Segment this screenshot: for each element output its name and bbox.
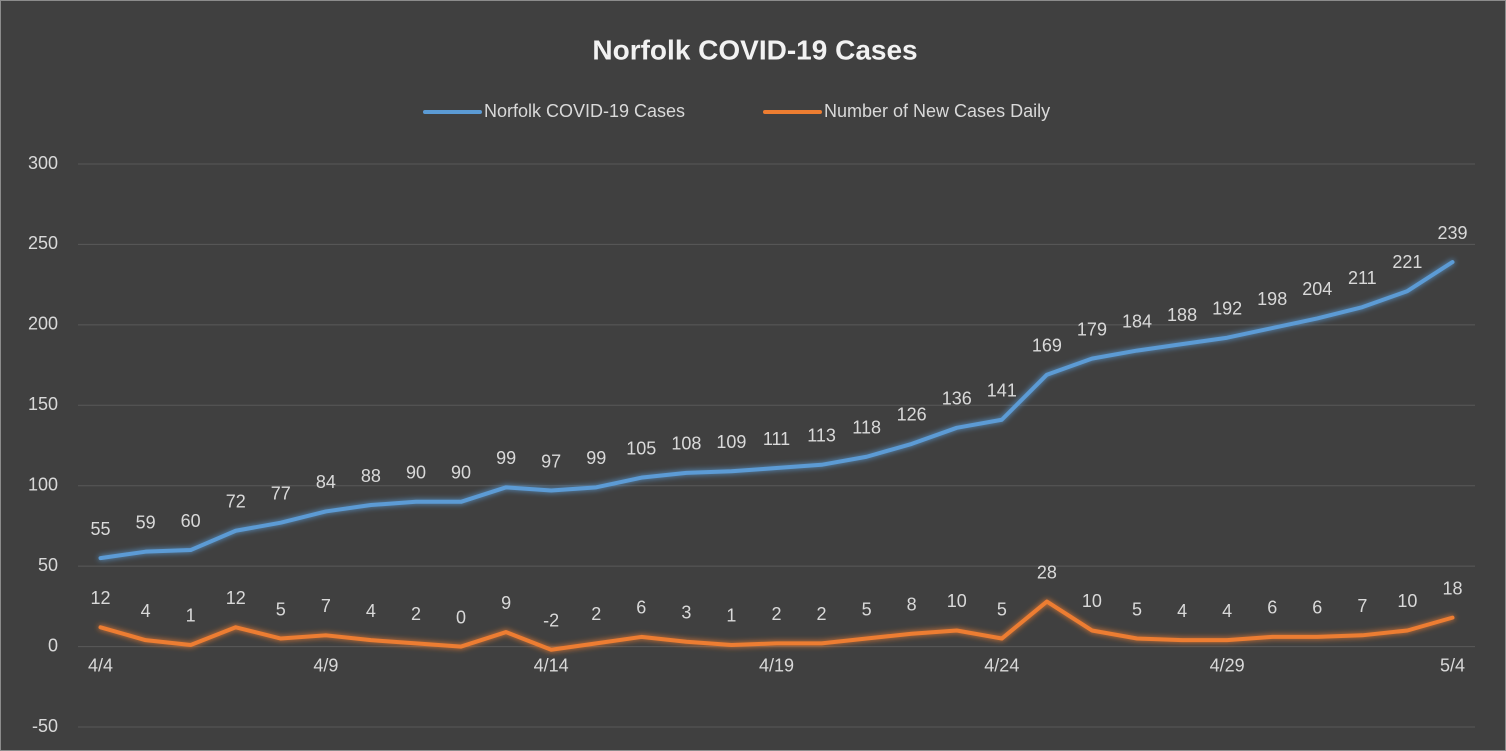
data-label: 2 bbox=[771, 604, 781, 624]
data-label: 109 bbox=[716, 432, 746, 452]
data-label: 59 bbox=[136, 512, 156, 532]
data-label: 1 bbox=[186, 606, 196, 626]
data-label: 72 bbox=[226, 492, 246, 512]
x-tick-label: 4/14 bbox=[534, 655, 569, 675]
data-label: 10 bbox=[1082, 591, 1102, 611]
data-label: 179 bbox=[1077, 319, 1107, 339]
data-label: 28 bbox=[1037, 562, 1057, 582]
data-label: 169 bbox=[1032, 335, 1062, 355]
data-label: 2 bbox=[591, 604, 601, 624]
data-label: -2 bbox=[543, 611, 559, 631]
series-line bbox=[98, 260, 1455, 561]
x-tick-label: 5/4 bbox=[1440, 655, 1465, 675]
data-label: 99 bbox=[496, 448, 516, 468]
data-label: 221 bbox=[1392, 252, 1422, 272]
data-label: 111 bbox=[763, 429, 790, 449]
data-label: 6 bbox=[636, 598, 646, 618]
data-label: 55 bbox=[91, 519, 111, 539]
data-label: 10 bbox=[947, 591, 967, 611]
x-tick-label: 4/4 bbox=[88, 655, 113, 675]
data-label: 4 bbox=[1222, 601, 1232, 621]
data-label: 97 bbox=[541, 451, 561, 471]
data-label: 6 bbox=[1267, 598, 1277, 618]
data-label: 188 bbox=[1167, 305, 1197, 325]
data-label: 5 bbox=[276, 599, 286, 619]
data-label: 10 bbox=[1397, 591, 1417, 611]
data-label: 113 bbox=[807, 426, 836, 446]
data-label: 1 bbox=[726, 606, 736, 626]
data-label: 90 bbox=[406, 463, 426, 483]
data-label: 211 bbox=[1348, 268, 1377, 288]
y-tick-label: 150 bbox=[28, 394, 58, 414]
data-label: 99 bbox=[586, 448, 606, 468]
data-label: 5 bbox=[1132, 599, 1142, 619]
legend-label: Norfolk COVID-19 Cases bbox=[484, 101, 685, 121]
data-label: 0 bbox=[456, 607, 466, 627]
chart-title: Norfolk COVID-19 Cases bbox=[592, 34, 917, 65]
data-label: 108 bbox=[671, 434, 701, 454]
data-label: 5 bbox=[997, 599, 1007, 619]
x-tick-label: 4/19 bbox=[759, 655, 794, 675]
data-label: 2 bbox=[817, 604, 827, 624]
x-tick-label: 4/24 bbox=[984, 655, 1019, 675]
series-line bbox=[98, 599, 1455, 652]
x-tick-label: 4/29 bbox=[1210, 655, 1245, 675]
data-label: 9 bbox=[501, 593, 511, 613]
data-label: 3 bbox=[681, 602, 691, 622]
data-label: 239 bbox=[1437, 223, 1467, 243]
data-label: 4 bbox=[366, 601, 376, 621]
data-label: 12 bbox=[226, 588, 246, 608]
data-label: 77 bbox=[271, 483, 291, 503]
y-tick-label: 0 bbox=[48, 635, 58, 655]
data-label: 4 bbox=[141, 601, 151, 621]
data-label: 192 bbox=[1212, 298, 1242, 318]
data-label: 4 bbox=[1177, 601, 1187, 621]
data-label: 184 bbox=[1122, 311, 1152, 331]
data-label: 7 bbox=[321, 596, 331, 616]
data-label: 198 bbox=[1257, 289, 1287, 309]
y-tick-label: -50 bbox=[32, 716, 58, 736]
y-tick-label: 200 bbox=[28, 314, 58, 334]
data-label: 84 bbox=[316, 472, 336, 492]
y-tick-label: 250 bbox=[28, 233, 58, 253]
y-tick-label: 50 bbox=[38, 555, 58, 575]
data-label: 7 bbox=[1357, 596, 1367, 616]
data-label: 88 bbox=[361, 466, 381, 486]
data-label: 18 bbox=[1442, 578, 1462, 598]
y-tick-label: 300 bbox=[28, 153, 58, 173]
data-label: 136 bbox=[942, 389, 972, 409]
legend-label: Number of New Cases Daily bbox=[824, 101, 1050, 121]
data-label: 204 bbox=[1302, 279, 1332, 299]
data-label: 2 bbox=[411, 604, 421, 624]
data-label: 118 bbox=[852, 418, 881, 438]
data-label: 126 bbox=[897, 405, 927, 425]
data-label: 8 bbox=[907, 594, 917, 614]
data-label: 141 bbox=[987, 381, 1017, 401]
data-label: 5 bbox=[862, 599, 872, 619]
data-label: 12 bbox=[91, 588, 111, 608]
x-tick-label: 4/9 bbox=[313, 655, 338, 675]
data-label: 60 bbox=[181, 511, 201, 531]
y-tick-label: 100 bbox=[28, 474, 58, 494]
data-label: 105 bbox=[626, 438, 656, 458]
data-label: 90 bbox=[451, 463, 471, 483]
data-label: 6 bbox=[1312, 598, 1322, 618]
